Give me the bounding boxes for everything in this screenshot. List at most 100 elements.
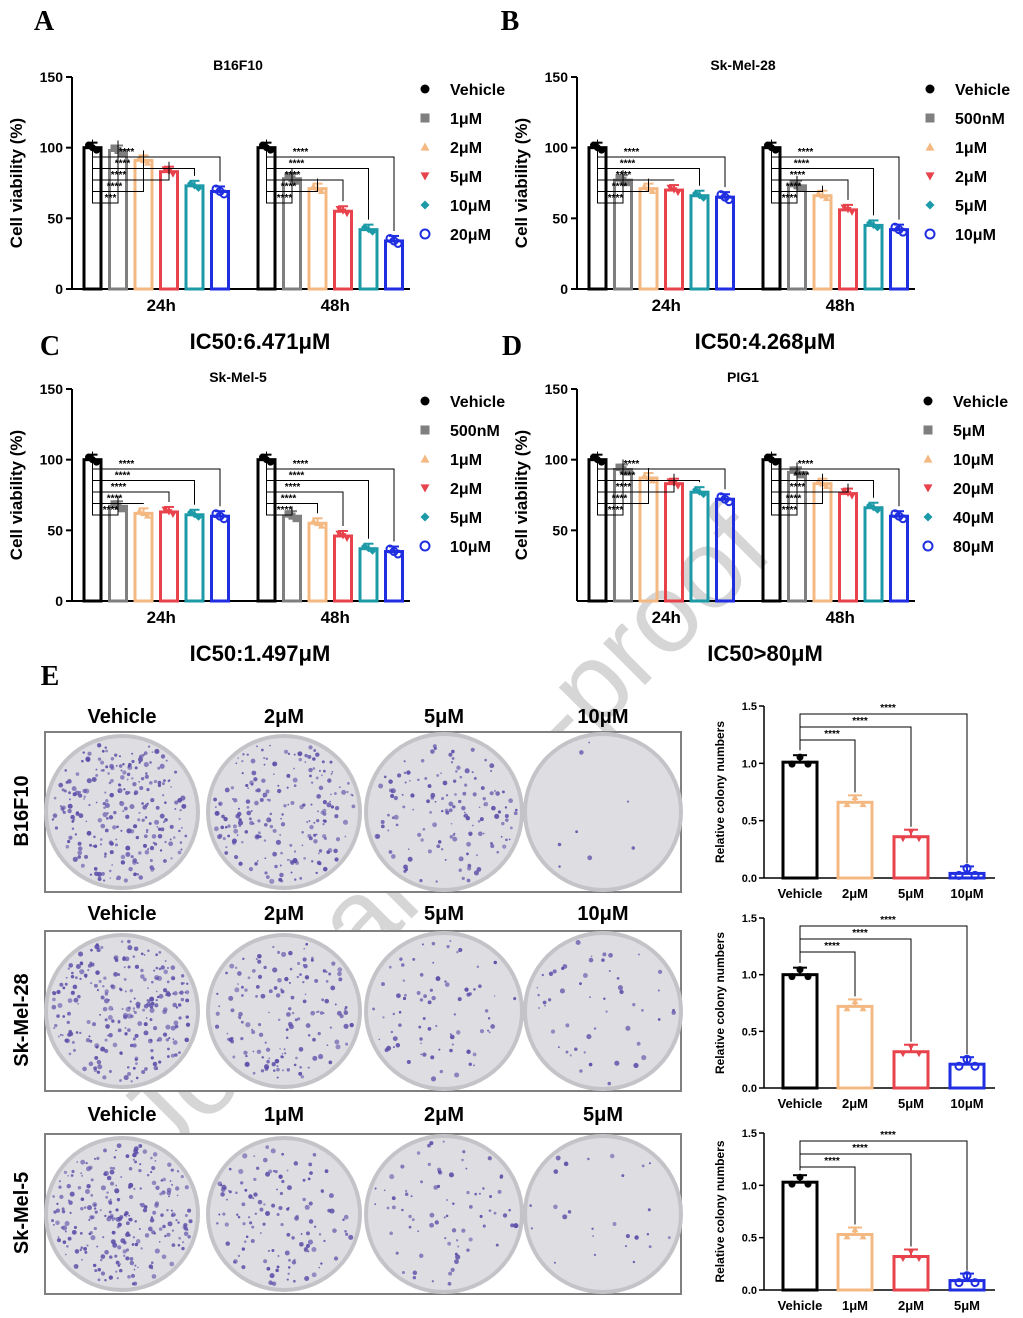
- colony-dot: [319, 1011, 324, 1015]
- colony-dot: [258, 1032, 264, 1038]
- colony-dot: [312, 1153, 317, 1157]
- colony-dot: [237, 811, 242, 817]
- colony-dot: [235, 1191, 238, 1195]
- y-tick-label: 0.5: [742, 1233, 757, 1245]
- colony-dot: [77, 850, 83, 856]
- colony-dot: [238, 818, 242, 822]
- colony-dot: [621, 1174, 625, 1178]
- colony-dot: [146, 787, 150, 792]
- colony-dot: [536, 986, 539, 989]
- colony-dot: [80, 1159, 86, 1165]
- colony-dot: [404, 993, 407, 997]
- colony-dot: [449, 1048, 453, 1053]
- colony-dot: [93, 1226, 97, 1231]
- colony-dot: [471, 771, 474, 774]
- significance-bracket: [92, 451, 221, 507]
- colony-dot: [75, 811, 80, 816]
- colony-dot: [286, 1012, 291, 1017]
- colony-dot: [457, 997, 462, 1002]
- colony-dot: [173, 1020, 179, 1026]
- colony-dot: [303, 964, 308, 969]
- colony-dot: [339, 1014, 344, 1019]
- colony-dot: [433, 1185, 438, 1190]
- x-category-label: 1μM: [842, 1298, 868, 1313]
- colony-dot: [67, 1174, 69, 1177]
- colony-dot: [432, 961, 435, 964]
- colony-dot: [459, 775, 463, 779]
- colony-dot: [83, 1247, 87, 1251]
- colony-dot: [322, 834, 327, 839]
- colony-dot: [220, 1187, 226, 1193]
- colony-dot: [170, 1168, 174, 1172]
- colony-dot: [77, 855, 82, 859]
- colony-dot: [57, 1236, 60, 1238]
- colony-dot: [71, 827, 75, 830]
- colony-dot: [70, 1174, 74, 1177]
- colony-dot: [450, 822, 453, 825]
- colony-dot: [180, 795, 186, 801]
- ic50-annotation: IC50:4.268μM: [695, 329, 836, 354]
- colony-dot: [134, 1056, 139, 1061]
- colony-dot: [112, 1166, 116, 1170]
- colony-dot: [426, 799, 430, 804]
- colony-dot: [67, 803, 73, 809]
- colony-dot: [248, 867, 254, 872]
- colony-dot: [348, 1234, 354, 1240]
- colony-dot: [266, 817, 272, 823]
- colony-dot: [282, 1069, 284, 1072]
- colony-dot: [103, 855, 107, 858]
- data-point: [623, 179, 631, 187]
- colony-dot: [163, 1007, 168, 1012]
- colony-dot: [391, 854, 396, 859]
- colony-dot: [102, 879, 106, 882]
- colony-dot: [398, 1010, 402, 1014]
- y-tick-label: 150: [545, 381, 569, 397]
- colony-dot: [480, 786, 485, 790]
- colony-dot: [90, 1178, 94, 1182]
- colony-dot: [244, 1061, 250, 1067]
- colony-dot: [667, 1236, 671, 1240]
- y-tick-label: 50: [47, 210, 63, 226]
- colony-dot: [306, 821, 309, 824]
- colony-dot: [231, 840, 237, 845]
- colony-dot: [268, 989, 273, 994]
- colony-dot: [177, 1221, 180, 1224]
- colony-dot: [137, 818, 141, 822]
- colony-dot: [251, 1225, 255, 1229]
- colony-dot: [113, 1156, 117, 1159]
- y-tick-label: 100: [545, 452, 569, 468]
- colony-dot: [312, 1055, 318, 1061]
- colony-dot: [132, 1043, 137, 1048]
- colony-dot: [234, 966, 238, 970]
- colony-dot: [320, 1262, 323, 1265]
- colony-dot: [152, 1061, 158, 1067]
- colony-dot: [454, 793, 457, 796]
- colony-dot: [111, 1218, 115, 1222]
- colony-dot: [228, 1167, 232, 1171]
- colony-dot: [553, 1261, 556, 1264]
- colony-dot: [334, 792, 337, 795]
- colony-dot: [249, 780, 254, 785]
- colony-dot: [180, 981, 184, 985]
- colony-dot: [343, 1023, 349, 1029]
- colony-dot: [461, 1158, 464, 1162]
- y-tick-label: 50: [47, 522, 63, 538]
- colony-dot: [221, 814, 225, 819]
- colony-dot: [121, 1007, 124, 1011]
- colony-dot: [255, 984, 260, 989]
- colony-dot: [420, 1042, 422, 1045]
- colony-dot: [427, 1000, 432, 1005]
- colony-dot: [252, 1050, 255, 1053]
- colony-dot: [447, 1241, 452, 1246]
- significance-label: ****: [798, 147, 814, 158]
- data-point: [161, 506, 169, 513]
- legend-entry: 10μM: [450, 539, 491, 556]
- colony-dot: [449, 1033, 452, 1036]
- colony-dot: [79, 969, 85, 975]
- colony-dot: [450, 1267, 455, 1273]
- colony-dot: [96, 989, 99, 992]
- colony-dot: [125, 845, 131, 851]
- colony-dot: [143, 1022, 148, 1027]
- colony-dot: [147, 848, 150, 851]
- colony-dot: [271, 1249, 275, 1253]
